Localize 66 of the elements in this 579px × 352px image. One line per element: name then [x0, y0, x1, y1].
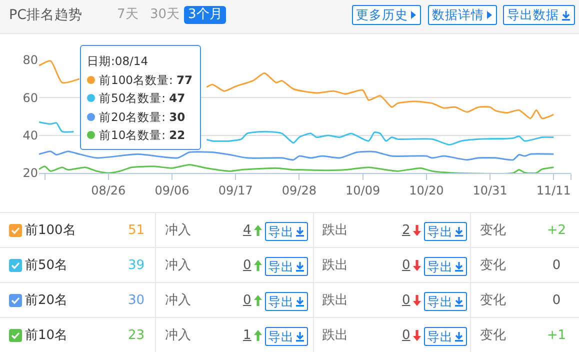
text: 0: [402, 257, 410, 275]
x-tick-label: 09/28: [282, 183, 317, 198]
text: 变化: [480, 257, 506, 275]
text: 更多历史: [356, 6, 408, 24]
text: 变化: [480, 327, 506, 345]
y-tick-label: 80: [22, 53, 38, 68]
text: +2: [546, 222, 568, 240]
text: 0: [402, 292, 410, 310]
text: 冲入: [165, 327, 191, 345]
text: 跌出: [322, 327, 348, 345]
text: 跌出: [322, 292, 348, 310]
annotation: 前100名数量: 77: [99, 72, 192, 88]
text: 前50名: [25, 257, 68, 275]
x-tick-label: 09/17: [218, 183, 253, 198]
text: 导出数据: [507, 6, 559, 24]
text: 导出: [427, 293, 453, 310]
text: 4: [243, 222, 252, 240]
line-series: [39, 150, 554, 161]
text: 0: [551, 257, 562, 275]
x-tick-label: 11/11: [536, 183, 571, 198]
text: +1: [546, 327, 568, 345]
text: 变化: [480, 292, 506, 310]
text: 0: [402, 327, 410, 345]
text: 跌出: [322, 257, 348, 275]
annotation: 前50名数量: 47: [99, 90, 186, 107]
text: 51: [128, 222, 145, 240]
text: 30天: [149, 6, 181, 24]
y-tick-label: 20: [22, 166, 38, 180]
chart-title: PC排名趋势: [8, 6, 84, 24]
text: 30: [128, 292, 145, 310]
x-tick-label: 08/26: [91, 183, 126, 198]
text: 跌出: [322, 222, 348, 240]
text: 导出: [268, 293, 294, 310]
text: 导出: [268, 328, 294, 345]
text: 冲入: [165, 292, 191, 310]
text: 7天: [116, 6, 140, 24]
text: 3个月: [184, 6, 226, 24]
line-series: [39, 164, 554, 173]
text: 39: [128, 257, 145, 275]
annotation: 前10名数量: 22: [99, 127, 186, 144]
text: 导出: [427, 223, 453, 240]
annotation: 前20名数量: 30: [99, 108, 186, 126]
text: 冲入: [165, 257, 191, 275]
text: 冲入: [165, 222, 191, 240]
text: 0: [551, 292, 562, 310]
y-tick-label: 40: [22, 128, 38, 143]
x-tick-label: 09/06: [154, 183, 190, 198]
x-tick-label: 10/31: [472, 183, 508, 198]
y-tick-label: 60: [22, 90, 38, 105]
annotation: 日期:08/14: [87, 53, 150, 70]
text: 前20名: [25, 292, 68, 310]
text: 1: [243, 327, 252, 345]
text: 2: [402, 222, 410, 240]
x-tick-label: 10/09: [346, 183, 380, 198]
text: 导出: [268, 258, 294, 275]
text: 变化: [480, 222, 506, 240]
text: 0: [243, 292, 252, 310]
text: 导出: [268, 223, 294, 240]
text: 数据详情: [432, 6, 484, 24]
text: 前100名: [25, 222, 76, 240]
text: 前10名: [25, 327, 68, 345]
text: 23: [128, 327, 145, 345]
x-tick-label: 10/20: [409, 183, 444, 198]
text: 0: [243, 257, 252, 275]
text: 导出: [427, 328, 453, 345]
text: 导出: [427, 258, 453, 275]
